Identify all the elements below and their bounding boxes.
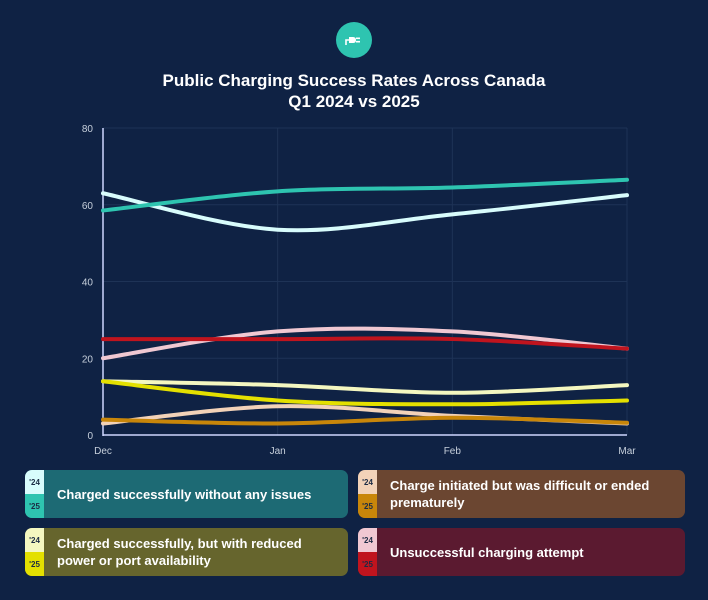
- series-line-charged-successfully-but-with-reduced-power-or-port-availability-25: [101, 379, 629, 407]
- series-line-charged-successfully-without-any-issues-24: [101, 191, 629, 233]
- chart-title-line-2: Q1 2024 vs 2025: [288, 92, 420, 111]
- y-tick-label: 20: [82, 354, 94, 365]
- y-tick-label: 0: [87, 431, 93, 442]
- x-tick-label: Dec: [94, 446, 112, 457]
- y-tick-label: 80: [82, 124, 94, 135]
- ev-plug-icon: [336, 22, 372, 58]
- chart-title: Public Charging Success Rates Across Can…: [0, 70, 708, 112]
- y-tick-label: 40: [82, 278, 94, 289]
- series-line-charged-successfully-but-with-reduced-power-or-port-availability-24: [101, 379, 629, 395]
- x-tick-label: Jan: [270, 446, 286, 457]
- series-line-charged-successfully-without-any-issues-25: [101, 177, 629, 213]
- x-tick-label: Mar: [618, 446, 636, 457]
- chart-title-line-1: Public Charging Success Rates Across Can…: [162, 71, 546, 90]
- x-tick-label: Feb: [444, 446, 462, 457]
- series-line-unsuccessful-charging-attempt-24: [101, 326, 629, 361]
- y-tick-label: 60: [82, 201, 94, 212]
- series-line-charge-initiated-but-was-difficult-or-ended-prematurely-25: [101, 415, 629, 426]
- series-line-unsuccessful-charging-attempt-25: [101, 336, 629, 351]
